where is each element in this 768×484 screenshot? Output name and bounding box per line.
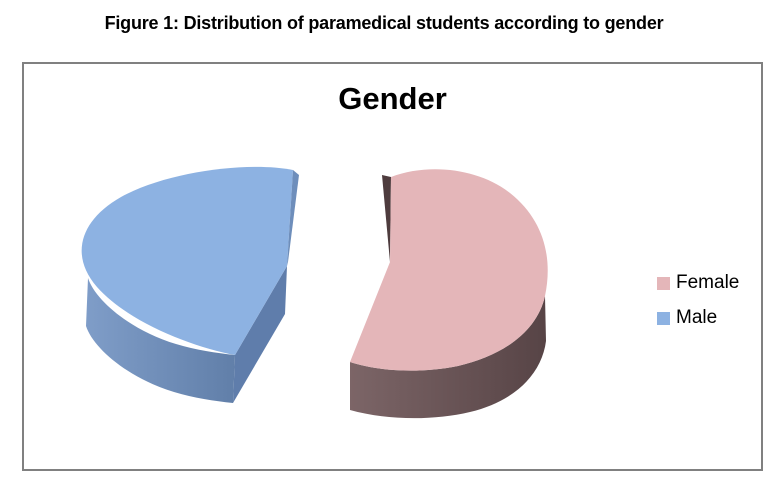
male-slice-cut-face xyxy=(233,266,287,403)
legend-label-female: Female xyxy=(676,272,740,293)
legend-item-female: Female xyxy=(657,272,740,293)
female-slice-inner-face xyxy=(382,175,391,262)
female-swatch-icon xyxy=(657,276,670,290)
chart-container: Gender Female xyxy=(22,62,763,471)
female-slice xyxy=(350,169,548,419)
male-slice xyxy=(81,166,299,403)
pie-chart xyxy=(81,166,548,419)
male-swatch-icon xyxy=(657,311,670,325)
legend-label-male: Male xyxy=(676,307,718,328)
male-slice-edge-face xyxy=(287,170,299,266)
female-slice-top xyxy=(350,169,548,371)
legend-item-male: Male xyxy=(657,307,739,328)
chart-legend: Female Male xyxy=(657,272,740,345)
male-slice-side xyxy=(86,278,235,403)
female-slice-side xyxy=(350,296,546,419)
figure-caption: Figure 1: Distribution of paramedical st… xyxy=(104,13,664,33)
chart-title: Gender xyxy=(338,81,447,116)
male-slice-top xyxy=(81,166,293,355)
